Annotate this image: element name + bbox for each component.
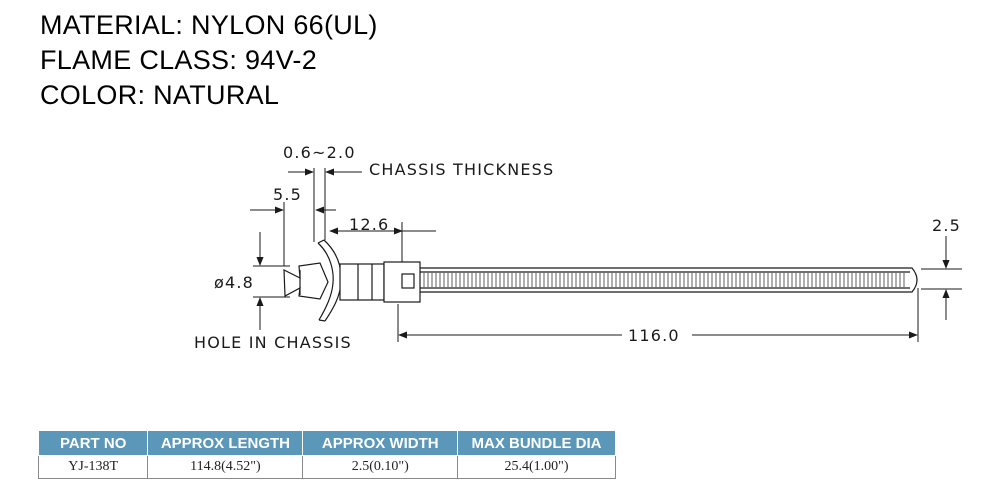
chassis-thickness-label: CHASSIS THICKNESS — [369, 160, 554, 179]
dimension-5-5 — [250, 202, 336, 266]
hole-in-chassis-label: HOLE IN CHASSIS — [194, 333, 352, 352]
cell-max-bundle-dia: 25.4(1.00") — [457, 455, 616, 479]
cell-part-no: YJ-138T — [37, 455, 149, 479]
length-dimension — [397, 288, 919, 342]
chassis-thickness-dimension — [288, 168, 362, 242]
color-spec: COLOR: NATURAL — [40, 80, 280, 110]
hole-diameter-dimension — [253, 232, 290, 330]
dimension-12-6 — [329, 222, 436, 262]
hole-diameter-value: ø4.8 — [214, 273, 254, 292]
width-dimension — [921, 236, 962, 320]
flame-class-spec: FLAME CLASS: 94V-2 — [40, 45, 318, 75]
umbrella-flange — [317, 242, 334, 321]
length-dimension-value: 116.0 — [628, 326, 680, 345]
cable-tie-drawing: 0.6~2.0 CHASSIS THICKNESS 5.5 12.6 ø4.8 … — [194, 143, 962, 352]
parts-table: PART NO APPROX LENGTH APPROX WIDTH MAX B… — [37, 430, 616, 479]
header-approx-width: APPROX WIDTH — [302, 430, 459, 456]
dimension-12-6-value: 12.6 — [349, 215, 389, 234]
cell-approx-length: 114.8(4.52") — [147, 455, 304, 479]
strap-teeth — [423, 273, 905, 287]
specifications: MATERIAL: NYLON 66(UL) FLAME CLASS: 94V-… — [40, 8, 378, 113]
cable-tie-part — [283, 239, 918, 322]
material-spec: MATERIAL: NYLON 66(UL) — [40, 10, 378, 40]
table-header-row: PART NO APPROX LENGTH APPROX WIDTH MAX B… — [37, 430, 616, 456]
table-row: YJ-138T 114.8(4.52") 2.5(0.10") 25.4(1.0… — [37, 455, 616, 479]
header-max-bundle-dia: MAX BUNDLE DIA — [457, 430, 616, 456]
strap — [420, 267, 918, 293]
dimension-5-5-value: 5.5 — [273, 185, 302, 204]
header-part-no: PART NO — [37, 430, 149, 456]
push-mount-head — [283, 262, 329, 300]
header-approx-length: APPROX LENGTH — [147, 430, 304, 456]
thickness-dimension-value: 0.6~2.0 — [283, 143, 356, 162]
width-dimension-value: 2.5 — [932, 216, 961, 235]
cell-approx-width: 2.5(0.10") — [302, 455, 459, 479]
